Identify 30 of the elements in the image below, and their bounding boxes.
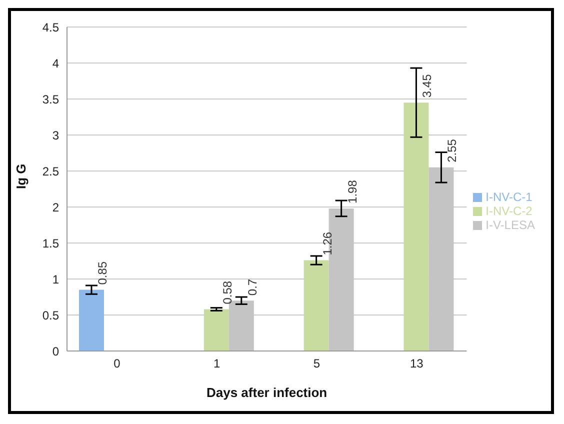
bar [304,260,329,351]
y-tick-label: 4 [52,56,60,70]
y-tick-label: 1 [52,272,60,286]
y-tick-label: 2 [52,200,60,214]
legend-label: I-NV-C-2 [486,204,532,218]
y-tick-label: 3 [52,128,60,142]
y-tick-label: 4.5 [42,20,60,34]
data-label: 0.58 [220,280,234,304]
data-label: 2.55 [445,138,460,162]
bar [204,309,229,351]
y-tick-label: 1.5 [42,236,60,250]
x-tick-label: 1 [214,356,221,371]
y-tick-label: 2.5 [42,164,60,178]
data-label: 3.45 [420,74,434,98]
x-tick-label: 13 [410,356,424,371]
bar [404,102,429,351]
bar [78,290,104,351]
y-tick-label: 0 [52,344,60,358]
y-tick-label: 0.5 [42,308,60,322]
y-tick-label: 3.5 [42,92,60,106]
x-axis-title: Days after infection [206,385,328,400]
data-label: 0.7 [245,278,260,296]
data-label: 1.26 [320,232,334,256]
data-label: 0.85 [95,261,110,285]
data-label: 1.98 [345,180,360,204]
x-tick-label: 0 [114,356,121,371]
legend-label: I-V-LESA [486,218,535,232]
y-axis-title: Ig G [14,164,29,189]
x-tick-label: 5 [313,356,320,371]
legend-label: I-NV-C-1 [486,190,532,204]
